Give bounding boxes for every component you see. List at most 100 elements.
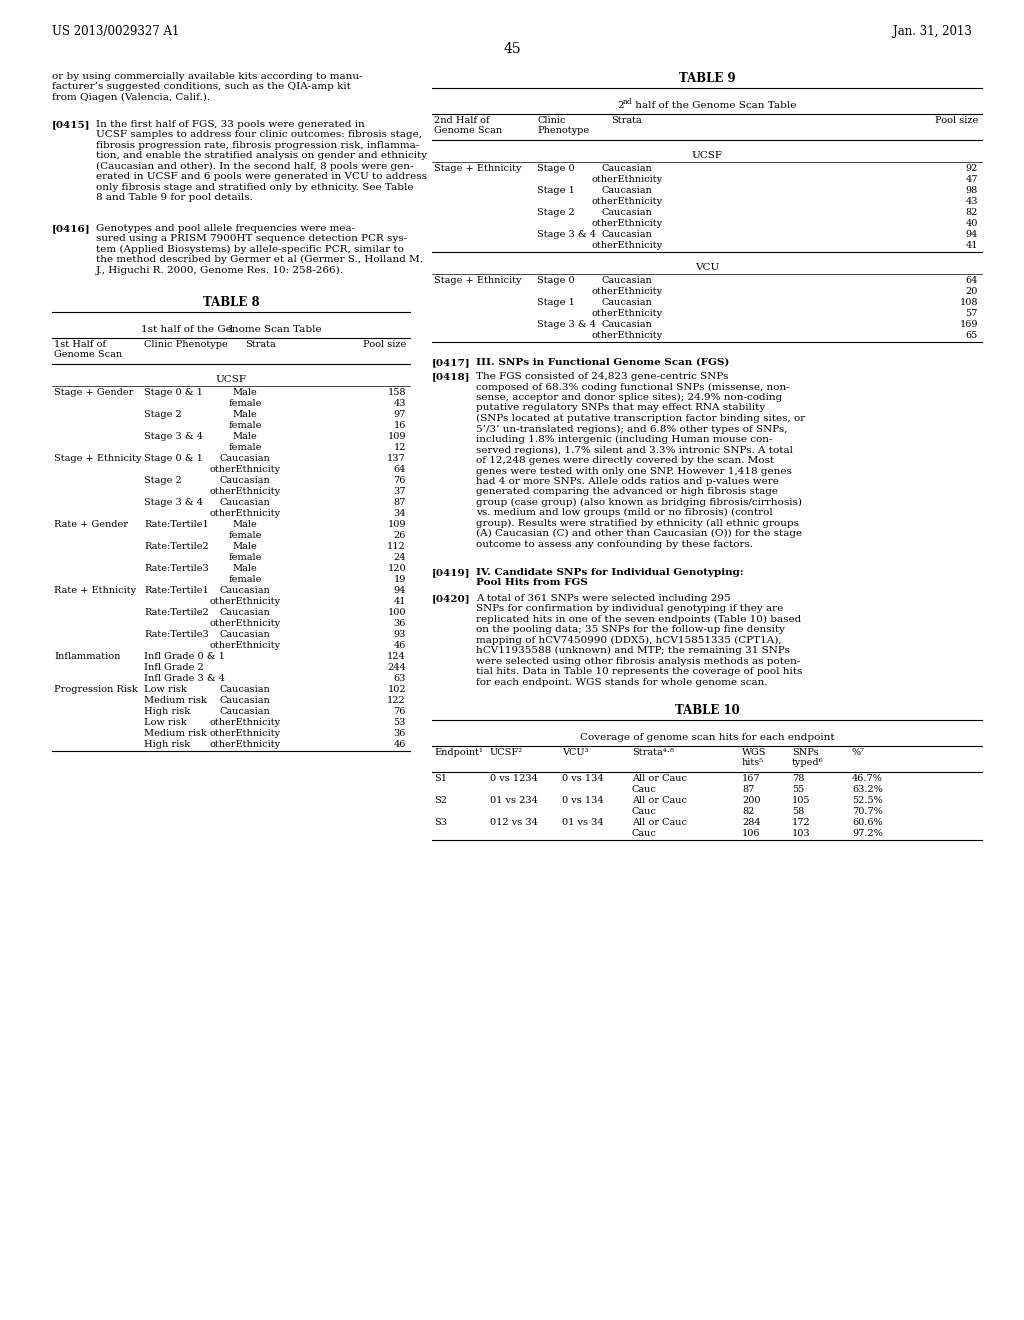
Text: 122: 122 (387, 696, 406, 705)
Text: Caucasian: Caucasian (219, 586, 270, 595)
Text: 0 vs 134: 0 vs 134 (562, 774, 603, 783)
Text: Caucasian: Caucasian (602, 164, 652, 173)
Text: otherEthnicity: otherEthnicity (592, 242, 663, 249)
Text: Clinic Phenotype: Clinic Phenotype (144, 341, 227, 348)
Text: 46: 46 (393, 642, 406, 649)
Text: 24: 24 (393, 553, 406, 562)
Text: US 2013/0029327 A1: US 2013/0029327 A1 (52, 25, 179, 38)
Text: Caucasian: Caucasian (602, 209, 652, 216)
Text: Cauc: Cauc (632, 829, 656, 838)
Text: Jan. 31, 2013: Jan. 31, 2013 (893, 25, 972, 38)
Text: Rate:Tertile1: Rate:Tertile1 (144, 586, 209, 595)
Text: 41: 41 (966, 242, 978, 249)
Text: Stage 3 & 4: Stage 3 & 4 (144, 498, 203, 507)
Text: 97.2%: 97.2% (852, 829, 883, 838)
Text: S2: S2 (434, 796, 447, 805)
Text: [0415]: [0415] (52, 120, 90, 129)
Text: Male: Male (232, 543, 257, 550)
Text: Rate:Tertile2: Rate:Tertile2 (144, 543, 209, 550)
Text: Caucasian: Caucasian (219, 685, 270, 694)
Text: Rate:Tertile1: Rate:Tertile1 (144, 520, 209, 529)
Text: 34: 34 (393, 510, 406, 517)
Text: Infl Grade 3 & 4: Infl Grade 3 & 4 (144, 675, 225, 682)
Text: 58: 58 (792, 807, 804, 816)
Text: WGS
hits⁵: WGS hits⁵ (742, 748, 767, 767)
Text: 20: 20 (966, 286, 978, 296)
Text: 1st half of the Genome Scan Table: 1st half of the Genome Scan Table (140, 325, 322, 334)
Text: 37: 37 (393, 487, 406, 496)
Text: 87: 87 (742, 785, 755, 795)
Text: 70.7%: 70.7% (852, 807, 883, 816)
Text: 12: 12 (393, 444, 406, 451)
Text: 108: 108 (959, 298, 978, 308)
Text: 109: 109 (387, 432, 406, 441)
Text: Endpoint¹: Endpoint¹ (434, 748, 483, 756)
Text: 102: 102 (387, 685, 406, 694)
Text: Caucasian: Caucasian (219, 696, 270, 705)
Text: otherEthnicity: otherEthnicity (592, 219, 663, 228)
Text: 64: 64 (966, 276, 978, 285)
Text: SNPs
typed⁶: SNPs typed⁶ (792, 748, 823, 767)
Text: IV. Candidate SNPs for Individual Genotyping:
Pool Hits from FGS: IV. Candidate SNPs for Individual Genoty… (476, 568, 743, 587)
Text: UCSF²: UCSF² (490, 748, 523, 756)
Text: 65: 65 (966, 331, 978, 341)
Text: 169: 169 (959, 319, 978, 329)
Text: 43: 43 (393, 399, 406, 408)
Text: otherEthnicity: otherEthnicity (210, 718, 281, 727)
Text: half of the Genome Scan Table: half of the Genome Scan Table (632, 102, 797, 110)
Text: 57: 57 (966, 309, 978, 318)
Text: 53: 53 (393, 718, 406, 727)
Text: Caucasian: Caucasian (602, 276, 652, 285)
Text: 47: 47 (966, 176, 978, 183)
Text: In the first half of FGS, 33 pools were generated in
UCSF samples to address fou: In the first half of FGS, 33 pools were … (96, 120, 427, 202)
Text: 137: 137 (387, 454, 406, 463)
Text: Caucasian: Caucasian (602, 230, 652, 239)
Text: UCSF: UCSF (691, 150, 723, 160)
Text: [0419]: [0419] (432, 568, 470, 577)
Text: High risk: High risk (144, 741, 190, 748)
Text: 76: 76 (393, 477, 406, 484)
Text: otherEthnicity: otherEthnicity (592, 331, 663, 341)
Text: III. SNPs in Functional Genome Scan (FGS): III. SNPs in Functional Genome Scan (FGS… (476, 358, 729, 367)
Text: female: female (228, 576, 262, 583)
Text: UCSF: UCSF (215, 375, 247, 384)
Text: Male: Male (232, 388, 257, 397)
Text: Male: Male (232, 520, 257, 529)
Text: otherEthnicity: otherEthnicity (592, 176, 663, 183)
Text: Pool size: Pool size (362, 341, 406, 348)
Text: 2: 2 (617, 102, 624, 110)
Text: Stage + Gender: Stage + Gender (54, 388, 133, 397)
Text: Strata⁴⋅⁸: Strata⁴⋅⁸ (632, 748, 674, 756)
Text: 19: 19 (393, 576, 406, 583)
Text: 167: 167 (742, 774, 761, 783)
Text: [0420]: [0420] (432, 594, 471, 603)
Text: Stage 2: Stage 2 (537, 209, 574, 216)
Text: TABLE 10: TABLE 10 (675, 704, 739, 717)
Text: Stage 0 & 1: Stage 0 & 1 (144, 454, 203, 463)
Text: 94: 94 (393, 586, 406, 595)
Text: otherEthnicity: otherEthnicity (592, 286, 663, 296)
Text: 100: 100 (387, 609, 406, 616)
Text: 106: 106 (742, 829, 761, 838)
Text: 64: 64 (393, 465, 406, 474)
Text: Stage 0: Stage 0 (537, 164, 574, 173)
Text: 01 vs 34: 01 vs 34 (562, 818, 603, 828)
Text: Male: Male (232, 564, 257, 573)
Text: TABLE 9: TABLE 9 (679, 73, 735, 84)
Text: [0416]: [0416] (52, 224, 91, 234)
Text: All or Cauc: All or Cauc (632, 818, 687, 828)
Text: 76: 76 (393, 708, 406, 715)
Text: 200: 200 (742, 796, 761, 805)
Text: Stage + Ethnicity: Stage + Ethnicity (434, 164, 521, 173)
Text: 109: 109 (387, 520, 406, 529)
Text: Cauc: Cauc (632, 807, 656, 816)
Text: 87: 87 (393, 498, 406, 507)
Text: otherEthnicity: otherEthnicity (210, 729, 281, 738)
Text: Infl Grade 0 & 1: Infl Grade 0 & 1 (144, 652, 225, 661)
Text: otherEthnicity: otherEthnicity (210, 642, 281, 649)
Text: 52.5%: 52.5% (852, 796, 883, 805)
Text: Stage 0 & 1: Stage 0 & 1 (144, 388, 203, 397)
Text: All or Cauc: All or Cauc (632, 774, 687, 783)
Text: Caucasian: Caucasian (219, 630, 270, 639)
Text: Stage + Ethnicity: Stage + Ethnicity (434, 276, 521, 285)
